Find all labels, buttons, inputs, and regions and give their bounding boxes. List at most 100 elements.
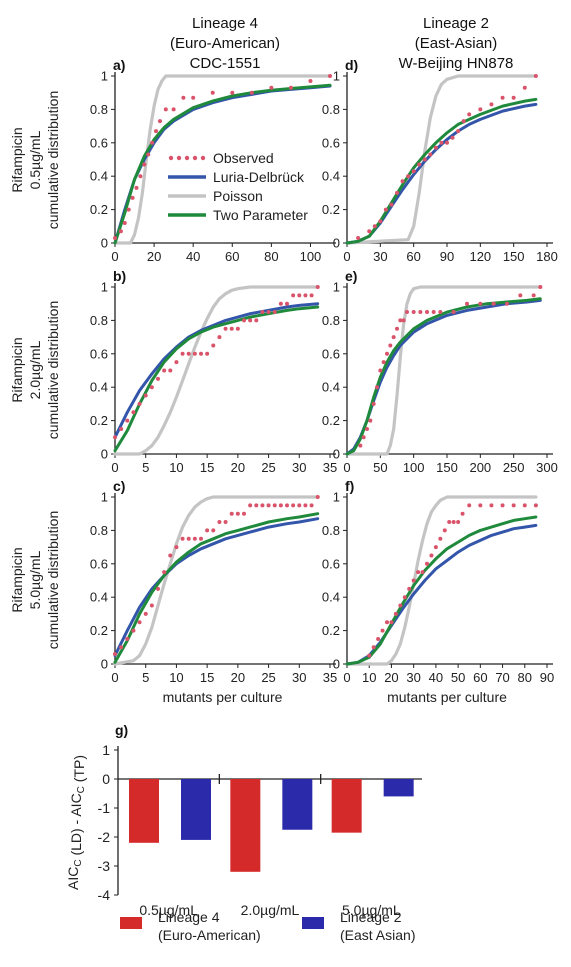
observed-point bbox=[269, 85, 274, 90]
y-tick-label: 0 bbox=[333, 447, 340, 462]
x-tick-label: 100 bbox=[403, 460, 425, 475]
observed-point bbox=[438, 310, 443, 315]
y-tick-label: 1 bbox=[333, 69, 340, 84]
observed-point bbox=[491, 301, 496, 306]
y-tick-label: 1 bbox=[101, 69, 108, 84]
x-tick-label: 15 bbox=[200, 460, 214, 475]
y-tick-label: 0 bbox=[333, 236, 340, 251]
two-parameter-curve bbox=[345, 97, 538, 245]
observed-point bbox=[358, 443, 363, 448]
legend-observed-dot bbox=[192, 155, 198, 161]
row-label-line1: Rifampicin bbox=[9, 337, 25, 402]
observed-point bbox=[368, 418, 373, 423]
legend-observed-dot bbox=[168, 155, 174, 161]
row-label-3: Rifampicin 5.0µg/mL cumulative distribut… bbox=[9, 511, 61, 650]
observed-series bbox=[367, 503, 538, 658]
observed-point bbox=[445, 140, 449, 145]
bar-lineage2 bbox=[383, 779, 414, 797]
y-tick-label: -3 bbox=[98, 858, 111, 874]
row-label-line1: Rifampicin bbox=[9, 547, 25, 612]
legend-label: Poisson bbox=[213, 188, 263, 204]
x-tick-label: 25 bbox=[261, 460, 275, 475]
observed-point bbox=[137, 401, 142, 406]
y-tick-label: -1 bbox=[98, 800, 111, 816]
label-part: AIC bbox=[65, 867, 81, 890]
observed-point bbox=[489, 102, 494, 107]
y-tick-label: 0.2 bbox=[322, 623, 340, 638]
y-tick-label: 0.6 bbox=[322, 135, 340, 150]
poisson-curve bbox=[113, 74, 332, 245]
x-tick-label: 150 bbox=[503, 249, 525, 264]
observed-point bbox=[229, 511, 234, 516]
x-tick-label: 30 bbox=[406, 670, 420, 685]
panel-label: g) bbox=[115, 722, 128, 738]
observed-point bbox=[131, 628, 136, 633]
observed-point bbox=[249, 90, 254, 95]
legend-lineage2-line1: Lineage 2 bbox=[340, 909, 402, 925]
y-tick-label: 0.6 bbox=[322, 346, 340, 361]
y-tick-label: 0.8 bbox=[322, 523, 340, 538]
legend-label: Luria-Delbrück bbox=[213, 169, 305, 185]
observed-point bbox=[180, 351, 185, 356]
observed-point bbox=[248, 503, 253, 508]
legend-swatch-lineage4 bbox=[120, 917, 142, 929]
observed-series bbox=[113, 285, 320, 440]
observed-point bbox=[272, 503, 277, 508]
label-part: (LD) - AIC bbox=[68, 793, 84, 859]
observed-point bbox=[125, 418, 130, 423]
row-label-line2: 2.0µg/mL bbox=[27, 340, 43, 399]
line-legend: Observed Luria-Delbrück Poisson Two Paramet… bbox=[168, 150, 308, 223]
x-tick-label: 5.0µg/mL bbox=[342, 902, 401, 918]
observed-point bbox=[130, 195, 135, 200]
y-tick-label: 0.6 bbox=[90, 556, 108, 571]
observed-point bbox=[447, 520, 452, 525]
observed-point bbox=[395, 326, 399, 331]
observed-point bbox=[162, 368, 167, 373]
observed-point bbox=[163, 107, 168, 112]
observed-point bbox=[149, 603, 154, 608]
x-tick-label: 0 bbox=[111, 670, 118, 685]
observed-point bbox=[288, 85, 293, 90]
col-title-line3: W-Beijing HN878 bbox=[399, 55, 514, 72]
observed-point bbox=[372, 224, 377, 229]
y-tick-label: 0.8 bbox=[90, 523, 108, 538]
observed-point bbox=[371, 401, 376, 406]
observed-point bbox=[450, 135, 455, 140]
observed-point bbox=[125, 636, 130, 641]
panel-label: f) bbox=[345, 478, 354, 494]
observed-point bbox=[538, 285, 543, 289]
observed-point bbox=[376, 636, 381, 641]
observed-point bbox=[154, 129, 159, 134]
observed-point bbox=[248, 318, 253, 323]
x-tick-label: 80 bbox=[518, 670, 532, 685]
x-tick-label: 35 bbox=[323, 670, 337, 685]
observed-point bbox=[229, 326, 234, 331]
y-tick-label: 1 bbox=[102, 742, 110, 758]
bar-lineage4 bbox=[230, 779, 261, 872]
legend-label: Two Parameter bbox=[213, 207, 308, 223]
poisson-curve bbox=[345, 74, 538, 245]
observed-point bbox=[242, 318, 246, 323]
observed-point bbox=[461, 119, 466, 124]
row-label-line3: cumulative distribution bbox=[45, 301, 61, 440]
y-tick-label: 1 bbox=[101, 490, 108, 505]
observed-point bbox=[478, 107, 483, 112]
panel-label: a) bbox=[113, 57, 125, 73]
observed-point bbox=[398, 603, 403, 608]
x-tick-label: 0 bbox=[111, 249, 118, 264]
observed-point bbox=[174, 360, 179, 365]
observed-point bbox=[416, 570, 421, 575]
observed-point bbox=[411, 578, 416, 583]
observed-point bbox=[451, 520, 456, 525]
bar-lineage2 bbox=[282, 779, 313, 830]
observed-series bbox=[358, 285, 543, 448]
observed-point bbox=[365, 426, 369, 431]
observed-point bbox=[433, 545, 438, 550]
bar-lineage2 bbox=[181, 779, 211, 840]
observed-point bbox=[533, 74, 538, 78]
y-tick-label: 0 bbox=[101, 447, 108, 462]
observed-point bbox=[385, 620, 389, 625]
luria-delbruck-curve bbox=[345, 102, 538, 245]
luria-delbruck-curve bbox=[345, 523, 538, 666]
observed-point bbox=[309, 503, 314, 508]
